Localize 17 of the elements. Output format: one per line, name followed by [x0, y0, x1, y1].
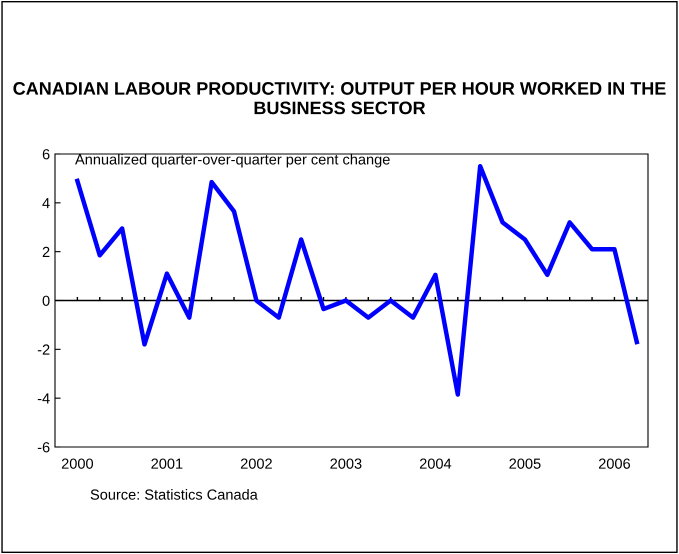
y-tick-label: 2	[42, 246, 50, 257]
y-tick-label: 0	[42, 296, 50, 306]
x-tick-label: 2005	[509, 458, 541, 469]
y-axis-title: Annualized quarter-over-quarter per cent change	[75, 154, 390, 168]
x-tick-label: 2001	[151, 458, 182, 469]
x-tick-label: 2002	[240, 458, 272, 469]
x-tick-label: 2006	[598, 458, 630, 469]
x-tick-label: 2003	[330, 458, 362, 469]
source-note: Source: Statistics Canada	[90, 489, 258, 500]
y-tick-label: 4	[42, 198, 50, 208]
y-tick-label: -2	[38, 344, 50, 355]
x-tick-label: 2000	[62, 458, 94, 469]
chart-title: CANADIAN LABOUR PRODUCTIVITY: OUTPUT PER HOUR WORKED IN THE BUSINESS SECTOR	[13, 82, 666, 114]
y-tick-label: 6	[42, 149, 50, 160]
y-tick-label: -6	[38, 442, 50, 452]
x-tick-label: 2004	[420, 458, 452, 469]
y-tick-label: -4	[38, 393, 50, 404]
